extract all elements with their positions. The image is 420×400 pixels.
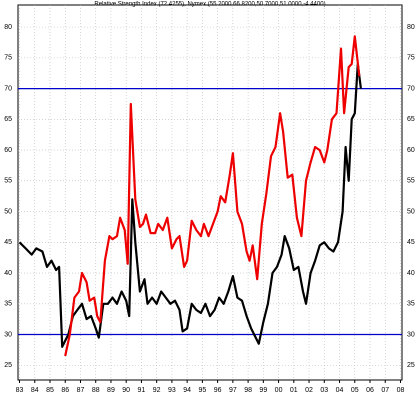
x-tick-label: 06 [366,387,374,394]
y-tick-label: 55 [4,178,12,185]
x-tick-label: 01 [290,387,298,394]
y-tick-label: 70 [4,85,12,92]
x-tick-label: 85 [46,387,54,394]
y-tick-label-right: 80 [407,24,415,31]
y-tick-label: 50 [4,208,12,215]
x-tick-label: 00 [275,387,283,394]
x-tick-label: 05 [351,387,359,394]
plot-frame [17,4,403,381]
y-tick-label: 60 [4,147,12,154]
series-line [64,35,361,357]
x-tick-label: 04 [336,387,344,394]
y-tick-label-right: 25 [407,362,415,369]
x-tick-label: 03 [320,387,328,394]
x-tick-label: 97 [229,387,237,394]
x-tick-label: 84 [31,387,39,394]
x-tick-label: 87 [77,387,85,394]
y-tick-label: 45 [4,239,12,246]
y-tick-label: 25 [4,362,12,369]
y-tick-label-right: 70 [407,85,415,92]
y-tick-label-right: 75 [407,55,415,62]
y-tick-label: 65 [4,116,12,123]
x-tick-label: 86 [61,387,69,394]
x-tick-label: 99 [259,387,267,394]
x-tick-label: 89 [107,387,115,394]
y-tick-label-right: 65 [407,116,415,123]
y-tick-label: 75 [4,55,12,62]
x-tick-label: 93 [168,387,176,394]
y-tick-label: 35 [4,301,12,308]
x-tick-label: 83 [16,387,24,394]
y-tick-label-right: 45 [407,239,415,246]
y-tick-label-right: 30 [407,331,415,338]
x-tick-label: 88 [92,387,100,394]
x-tick-label: 91 [138,387,146,394]
y-tick-label: 80 [4,24,12,31]
x-tick-label: 07 [381,387,389,394]
y-tick-label-right: 60 [407,147,415,154]
x-tick-label: 92 [153,387,161,394]
series-line [18,62,362,348]
x-tick-label: 94 [183,387,191,394]
y-tick-label: 30 [4,331,12,338]
y-tick-label-right: 50 [407,208,415,215]
x-tick-label: 08 [397,387,405,394]
y-tick-label: 40 [4,270,12,277]
y-tick-label-right: 40 [407,270,415,277]
x-tick-label: 90 [122,387,130,394]
x-tick-label: 98 [244,387,252,394]
y-tick-label-right: 55 [407,178,415,185]
chart-title: Relative Strength Index (72.4255), Nymex… [94,2,325,8]
x-tick-label: 02 [305,387,313,394]
y-tick-label-right: 35 [407,301,415,308]
x-tick-label: 95 [198,387,206,394]
x-tick-label: 96 [214,387,222,394]
